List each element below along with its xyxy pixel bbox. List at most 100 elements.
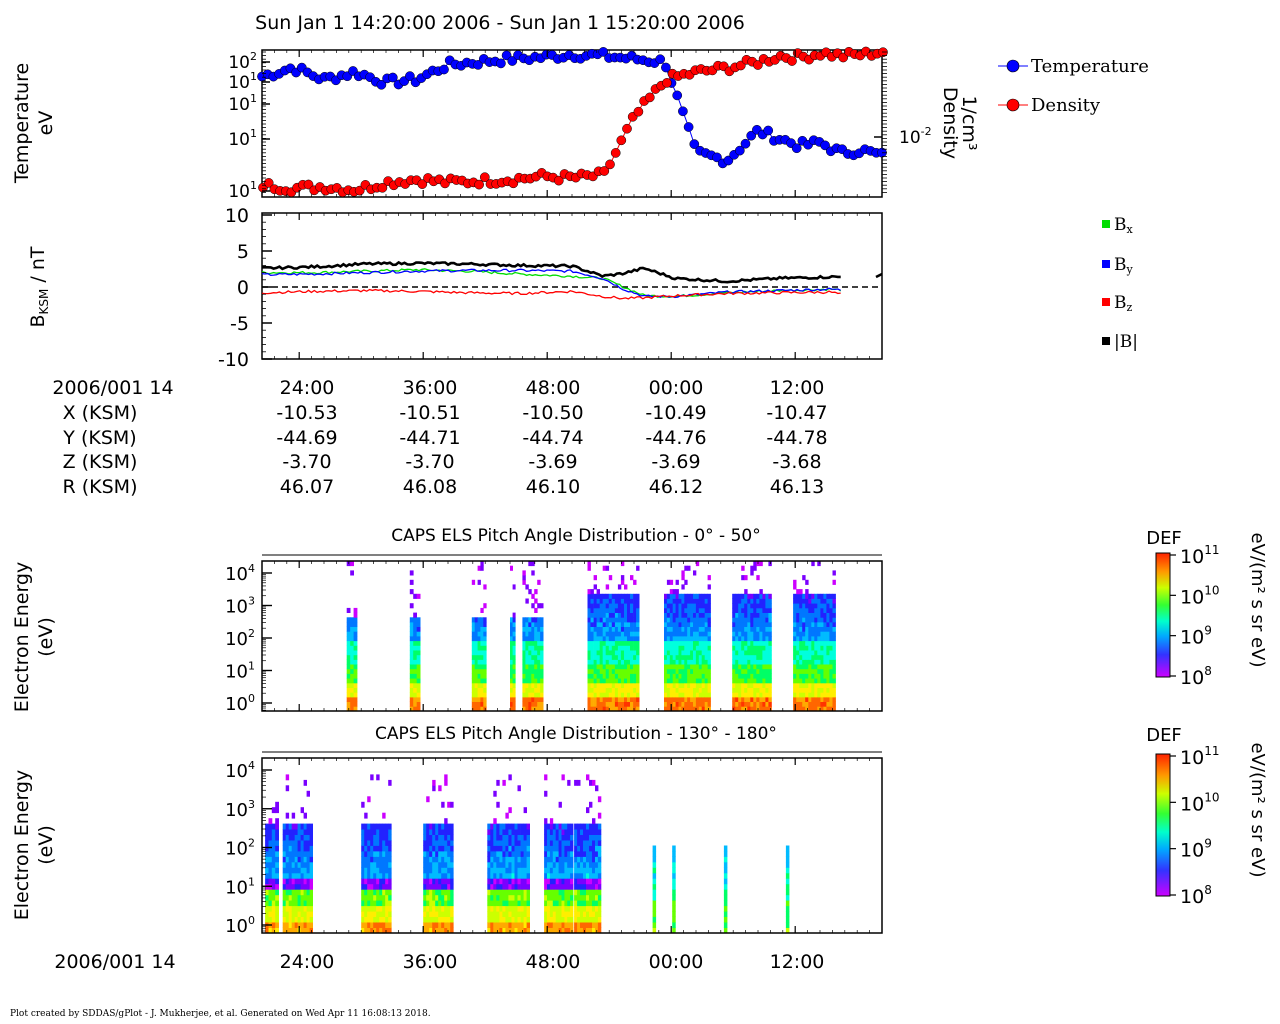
spectro-cell: [450, 851, 454, 857]
spectro-cell: [652, 851, 657, 857]
spectro-cell: [605, 626, 610, 632]
spectro-cell: [744, 659, 748, 665]
spectro-cell: [608, 692, 613, 698]
spectro-cell: [664, 692, 668, 698]
spectro-cell: [744, 696, 748, 702]
spectro-cell: [614, 701, 619, 707]
spectro-cell: [309, 861, 313, 868]
spectro-cell: [681, 621, 685, 627]
spectro-cell: [528, 589, 532, 595]
spectro-cell: [627, 673, 631, 679]
spectro-cell: [544, 851, 548, 857]
spectro-cell: [589, 889, 593, 896]
spectro-cell: [512, 621, 516, 627]
ephemeris-cell: -10.51: [399, 402, 460, 424]
spectro-cell: [614, 706, 619, 712]
spectro-cell: [367, 823, 371, 830]
legend-density-label: Density: [1031, 95, 1101, 116]
spectro-cell: [350, 626, 354, 632]
spectro-cell: [820, 593, 824, 599]
spectro-cell: [508, 872, 512, 879]
spectro-cell: [586, 927, 590, 934]
spectro-cell: [544, 840, 548, 846]
spectro-cell: [447, 905, 451, 912]
temperature-point: [387, 72, 398, 83]
p1-right-tick: 10-2: [874, 51, 932, 193]
spectro-cell: [636, 678, 640, 684]
spectro-cell: [382, 905, 386, 912]
spectro-cell: [723, 916, 728, 923]
spectro-cell: [540, 636, 544, 642]
p1-legend: Temperature Density: [998, 56, 1149, 116]
spectro-cell: [627, 607, 631, 613]
spectro-cell: [564, 840, 568, 846]
spectro-cell: [741, 607, 745, 613]
spectro-cell: [549, 867, 554, 874]
spectro-cell: [526, 894, 530, 901]
spectro-cell: [605, 701, 610, 707]
spectro-cell: [759, 650, 763, 656]
spectro-cell: [508, 823, 512, 830]
spectro-cell: [768, 650, 772, 656]
spectro-cell: [580, 878, 584, 885]
spectro-cell: [808, 593, 812, 599]
spectro-cell: [526, 834, 530, 841]
spectro-cell: [382, 900, 386, 907]
spectro-cell: [508, 889, 512, 896]
spectro-cell: [590, 678, 594, 684]
spectro-cell: [555, 900, 559, 907]
spectro-cell: [597, 883, 602, 890]
spectro-cell: [690, 673, 694, 679]
spectro-cell: [271, 883, 276, 890]
spectro-cell: [596, 682, 600, 688]
spectro-cell: [409, 664, 414, 670]
spectro-cell: [750, 593, 754, 599]
spectro-cell: [525, 598, 529, 604]
spectro-cell: [423, 845, 427, 852]
spectro-cell: [672, 878, 676, 885]
spectro-cell: [567, 851, 571, 857]
spectro-cell: [587, 673, 591, 679]
spectro-cell: [522, 654, 526, 660]
spectro-cell: [590, 631, 594, 637]
spectro-cell: [796, 668, 800, 674]
spectro-cell: [701, 617, 705, 623]
spectro-cell: [367, 861, 371, 868]
spectro-cell: [505, 911, 509, 917]
spectro-cell: [435, 872, 439, 879]
spectro-cell: [799, 593, 803, 599]
spectro-cell: [630, 654, 634, 660]
spectro-cell: [611, 640, 616, 646]
spectro-cell: [832, 687, 836, 693]
spectro-cell: [367, 883, 371, 890]
spectro-cell: [698, 659, 703, 665]
spectro-cell: [738, 603, 742, 609]
spectro-cell: [438, 840, 442, 846]
spectro-cell: [627, 650, 631, 656]
spectro-cell: [531, 654, 535, 660]
spectro-cell: [811, 687, 815, 693]
spectro-cell: [620, 645, 625, 651]
spectro-cell: [735, 603, 739, 609]
spectro-cell: [522, 575, 526, 581]
spectro-cell: [376, 889, 380, 896]
spectro-cell: [370, 883, 374, 890]
spectro-cell: [793, 617, 797, 623]
spectro-cell: [832, 612, 836, 618]
spectro-cell: [447, 851, 451, 857]
spectro-cell: [587, 565, 591, 571]
spectro-cell: [426, 916, 430, 923]
spectro-cell: [549, 894, 554, 901]
spectro-cell: [704, 636, 708, 642]
spectro-cell: [759, 593, 763, 599]
spectro-cell: [525, 654, 529, 660]
spectro-cell: [477, 617, 481, 623]
spectro-cell: [580, 916, 584, 923]
spectro-cell: [620, 636, 625, 642]
spectro-cell: [589, 829, 593, 835]
spectro-cell: [534, 631, 538, 637]
spectro-cell: [817, 603, 821, 609]
spectro-cell: [444, 856, 448, 863]
spectro-cell: [587, 561, 591, 567]
spectro-cell: [732, 659, 736, 665]
